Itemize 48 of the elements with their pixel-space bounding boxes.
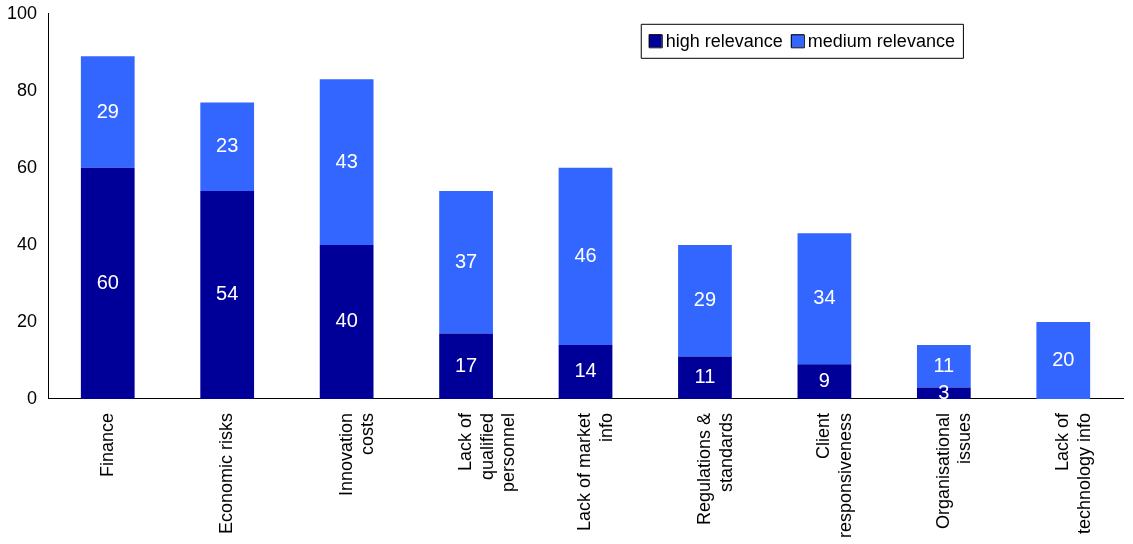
data-label: 54 <box>216 282 239 305</box>
bar <box>439 333 493 399</box>
data-label: 40 <box>335 309 358 332</box>
y-tick-label: 60 <box>17 156 38 177</box>
data-label: 20 <box>1052 347 1075 370</box>
data-label: 17 <box>454 353 478 376</box>
bar <box>797 364 852 399</box>
x-tick-label: Regulations & standards <box>693 412 736 526</box>
bar <box>80 167 135 399</box>
x-tick-label: Lack of market info <box>574 412 617 531</box>
bar <box>678 356 732 399</box>
legend-label: high relevance <box>665 30 783 51</box>
legend-label: medium relevance <box>807 30 955 51</box>
data-label: 14 <box>574 359 597 382</box>
bar <box>200 102 255 191</box>
x-tick-label: Lack of qualified personnel <box>455 411 519 492</box>
y-tick-label: 0 <box>27 387 38 408</box>
data-label: 9 <box>818 369 830 392</box>
bar <box>558 167 613 346</box>
data-label: 11 <box>933 353 955 376</box>
bar <box>797 233 852 365</box>
x-tick-label: Innovation costs <box>335 412 378 497</box>
bar <box>80 56 135 168</box>
data-label: 43 <box>335 149 358 172</box>
y-tick-label: 20 <box>17 310 38 331</box>
bar <box>319 79 374 245</box>
data-label: 46 <box>574 243 597 266</box>
data-label: 11 <box>694 365 716 388</box>
data-label: 34 <box>813 286 836 309</box>
x-tick-label: Economic risks <box>216 412 237 534</box>
data-label: 37 <box>454 249 478 272</box>
bar <box>200 190 255 399</box>
data-label: 23 <box>216 134 239 157</box>
data-label: 29 <box>96 99 119 122</box>
data-label: 3 <box>938 380 950 403</box>
bar <box>319 244 374 399</box>
bar <box>916 387 971 399</box>
bar <box>558 345 613 399</box>
y-tick-label: 80 <box>17 79 38 100</box>
bar <box>1036 321 1091 399</box>
x-tick-label: Organisational issues <box>932 412 975 530</box>
y-tick-label: 40 <box>17 233 38 254</box>
data-label: 60 <box>96 270 119 293</box>
bar <box>439 190 493 334</box>
y-tick-label: 100 <box>6 2 38 23</box>
bar <box>678 244 732 357</box>
data-label: 29 <box>693 288 717 311</box>
x-tick-label: Finance <box>96 412 117 477</box>
